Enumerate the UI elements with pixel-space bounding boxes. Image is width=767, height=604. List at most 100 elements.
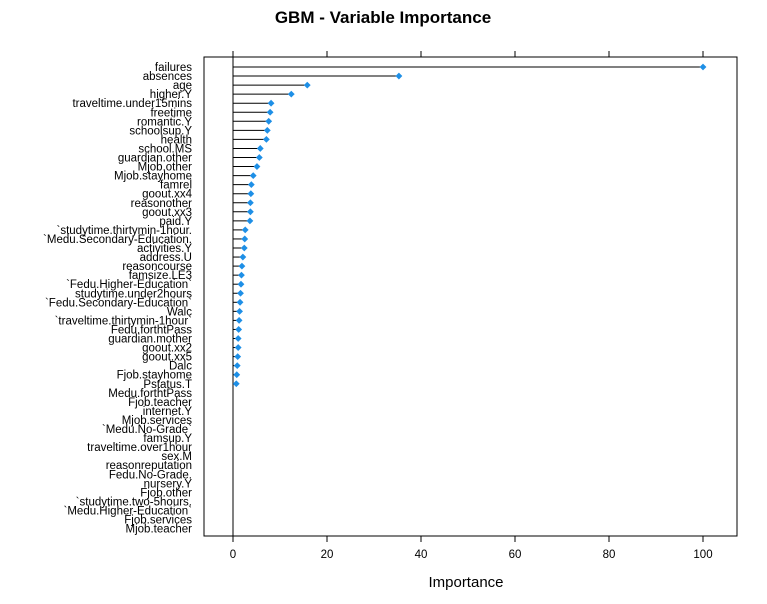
category-label: Medu.forthtPass <box>108 388 192 400</box>
category-label: Mjob.stayhome <box>114 171 192 183</box>
x-tick-label: 20 <box>321 549 334 561</box>
category-label: activities.Y <box>137 243 192 255</box>
importance-point <box>234 344 242 351</box>
importance-point <box>238 262 246 270</box>
importance-point <box>253 163 261 170</box>
importance-point <box>239 253 247 261</box>
importance-stems <box>232 57 703 536</box>
category-label: paid.Y <box>159 216 192 228</box>
category-label: Fjob.other <box>140 487 192 499</box>
importance-point <box>235 317 243 324</box>
category-label: school.MS <box>138 143 192 155</box>
category-label: romantic.Y <box>137 116 192 128</box>
category-label: Mjob.teacher <box>126 524 193 536</box>
category-label: age <box>173 80 192 92</box>
category-label: guardian.mother <box>108 334 192 346</box>
importance-point <box>266 108 274 116</box>
category-label: Walc <box>167 306 192 318</box>
category-labels: failuresabsencesagehigher.Ytraveltime.un… <box>43 62 193 536</box>
importance-point <box>240 244 248 252</box>
x-tick-label: 40 <box>415 549 428 561</box>
category-label: goout.xx2 <box>142 343 192 355</box>
importance-point <box>303 81 311 89</box>
category-label: Fjob.services <box>124 515 192 527</box>
category-label: absences <box>143 71 192 83</box>
category-label: Mjob.services <box>122 415 193 427</box>
plot-frame <box>203 56 738 537</box>
category-label: traveltime.over1hour <box>87 442 192 454</box>
importance-point <box>246 199 254 207</box>
category-label: Fjob.teacher <box>128 397 192 409</box>
importance-point <box>246 208 254 216</box>
importance-point <box>699 63 707 71</box>
importance-point <box>237 280 245 288</box>
importance-point <box>249 172 257 179</box>
category-label: higher.Y <box>150 89 193 101</box>
importance-point <box>246 217 254 225</box>
importance-point <box>238 271 245 279</box>
importance-point <box>237 289 244 297</box>
category-label: goout.xx3 <box>142 207 192 219</box>
category-label: Fjob.stayhome <box>117 370 192 382</box>
importance-point <box>234 353 242 360</box>
importance-point <box>236 307 243 315</box>
x-tick-label: 60 <box>509 549 522 561</box>
category-label: `Fedu.Secondary-Education` <box>45 297 192 309</box>
category-label: studytime.under2hours <box>75 288 192 300</box>
category-label: `Medu.Secondary-Education. <box>43 234 192 246</box>
chart-title: GBM - Variable Importance <box>275 8 491 27</box>
importance-point <box>263 126 271 134</box>
importance-point <box>395 72 403 80</box>
x-tick-label: 80 <box>603 549 616 561</box>
x-axis-label: Importance <box>428 574 503 591</box>
importance-point <box>247 190 255 198</box>
category-label: reasonother <box>131 198 193 210</box>
importance-point <box>247 181 255 189</box>
category-label: goout.xx5 <box>142 352 192 364</box>
importance-point <box>234 335 242 342</box>
category-label: guardian.other <box>118 153 192 165</box>
importance-point <box>233 362 241 370</box>
importance-point <box>241 226 249 234</box>
category-label: famsize.LE3 <box>129 270 192 282</box>
importance-points <box>232 63 707 388</box>
importance-point <box>262 136 270 143</box>
x-axis-top <box>232 51 704 57</box>
category-label: `traveltime.thirtymin-1hour` <box>55 315 192 327</box>
category-label: `Medu.Higher-Education` <box>64 505 192 517</box>
importance-point <box>256 145 264 152</box>
category-label: freetime <box>150 107 192 119</box>
category-label: address.U <box>140 252 192 264</box>
category-label: Fedu.forthtPass <box>111 324 192 336</box>
importance-point <box>233 371 241 379</box>
category-label: Mjob.other <box>138 162 193 174</box>
category-label: schoolsup.Y <box>129 125 192 137</box>
importance-point <box>232 380 240 388</box>
category-label: reasoncourse <box>122 261 192 273</box>
x-tick-label: 100 <box>693 549 712 561</box>
importance-point <box>265 117 273 125</box>
category-label: sex.M <box>161 451 192 463</box>
category-label: nursery.Y <box>144 478 193 490</box>
category-label: goout.xx4 <box>142 189 192 201</box>
importance-point <box>236 298 244 306</box>
category-label: `Fedu.Higher-Education` <box>66 279 192 291</box>
category-label: famrel <box>160 180 192 192</box>
x-tick-label: 0 <box>230 549 236 561</box>
x-axis-bottom: 0 20 40 60 80 100 <box>230 536 713 561</box>
category-label: Fedu.No-Grade. <box>109 469 192 481</box>
category-label: famsup.Y <box>143 433 192 445</box>
category-label: Dalc <box>169 361 192 373</box>
category-label: reasonreputation <box>106 460 192 472</box>
category-label: traveltime.under15mins <box>72 98 192 110</box>
category-label: health <box>161 134 192 146</box>
category-label: failures <box>155 62 192 74</box>
category-label: `Medu.No-Grade` <box>102 424 192 436</box>
importance-point <box>267 99 275 107</box>
category-label: internet.Y <box>143 406 193 418</box>
category-label: Pstatus.T <box>143 379 192 391</box>
importance-point <box>287 90 295 98</box>
category-label: `studytime.two-5hours. <box>76 496 192 508</box>
importance-point <box>235 326 243 333</box>
